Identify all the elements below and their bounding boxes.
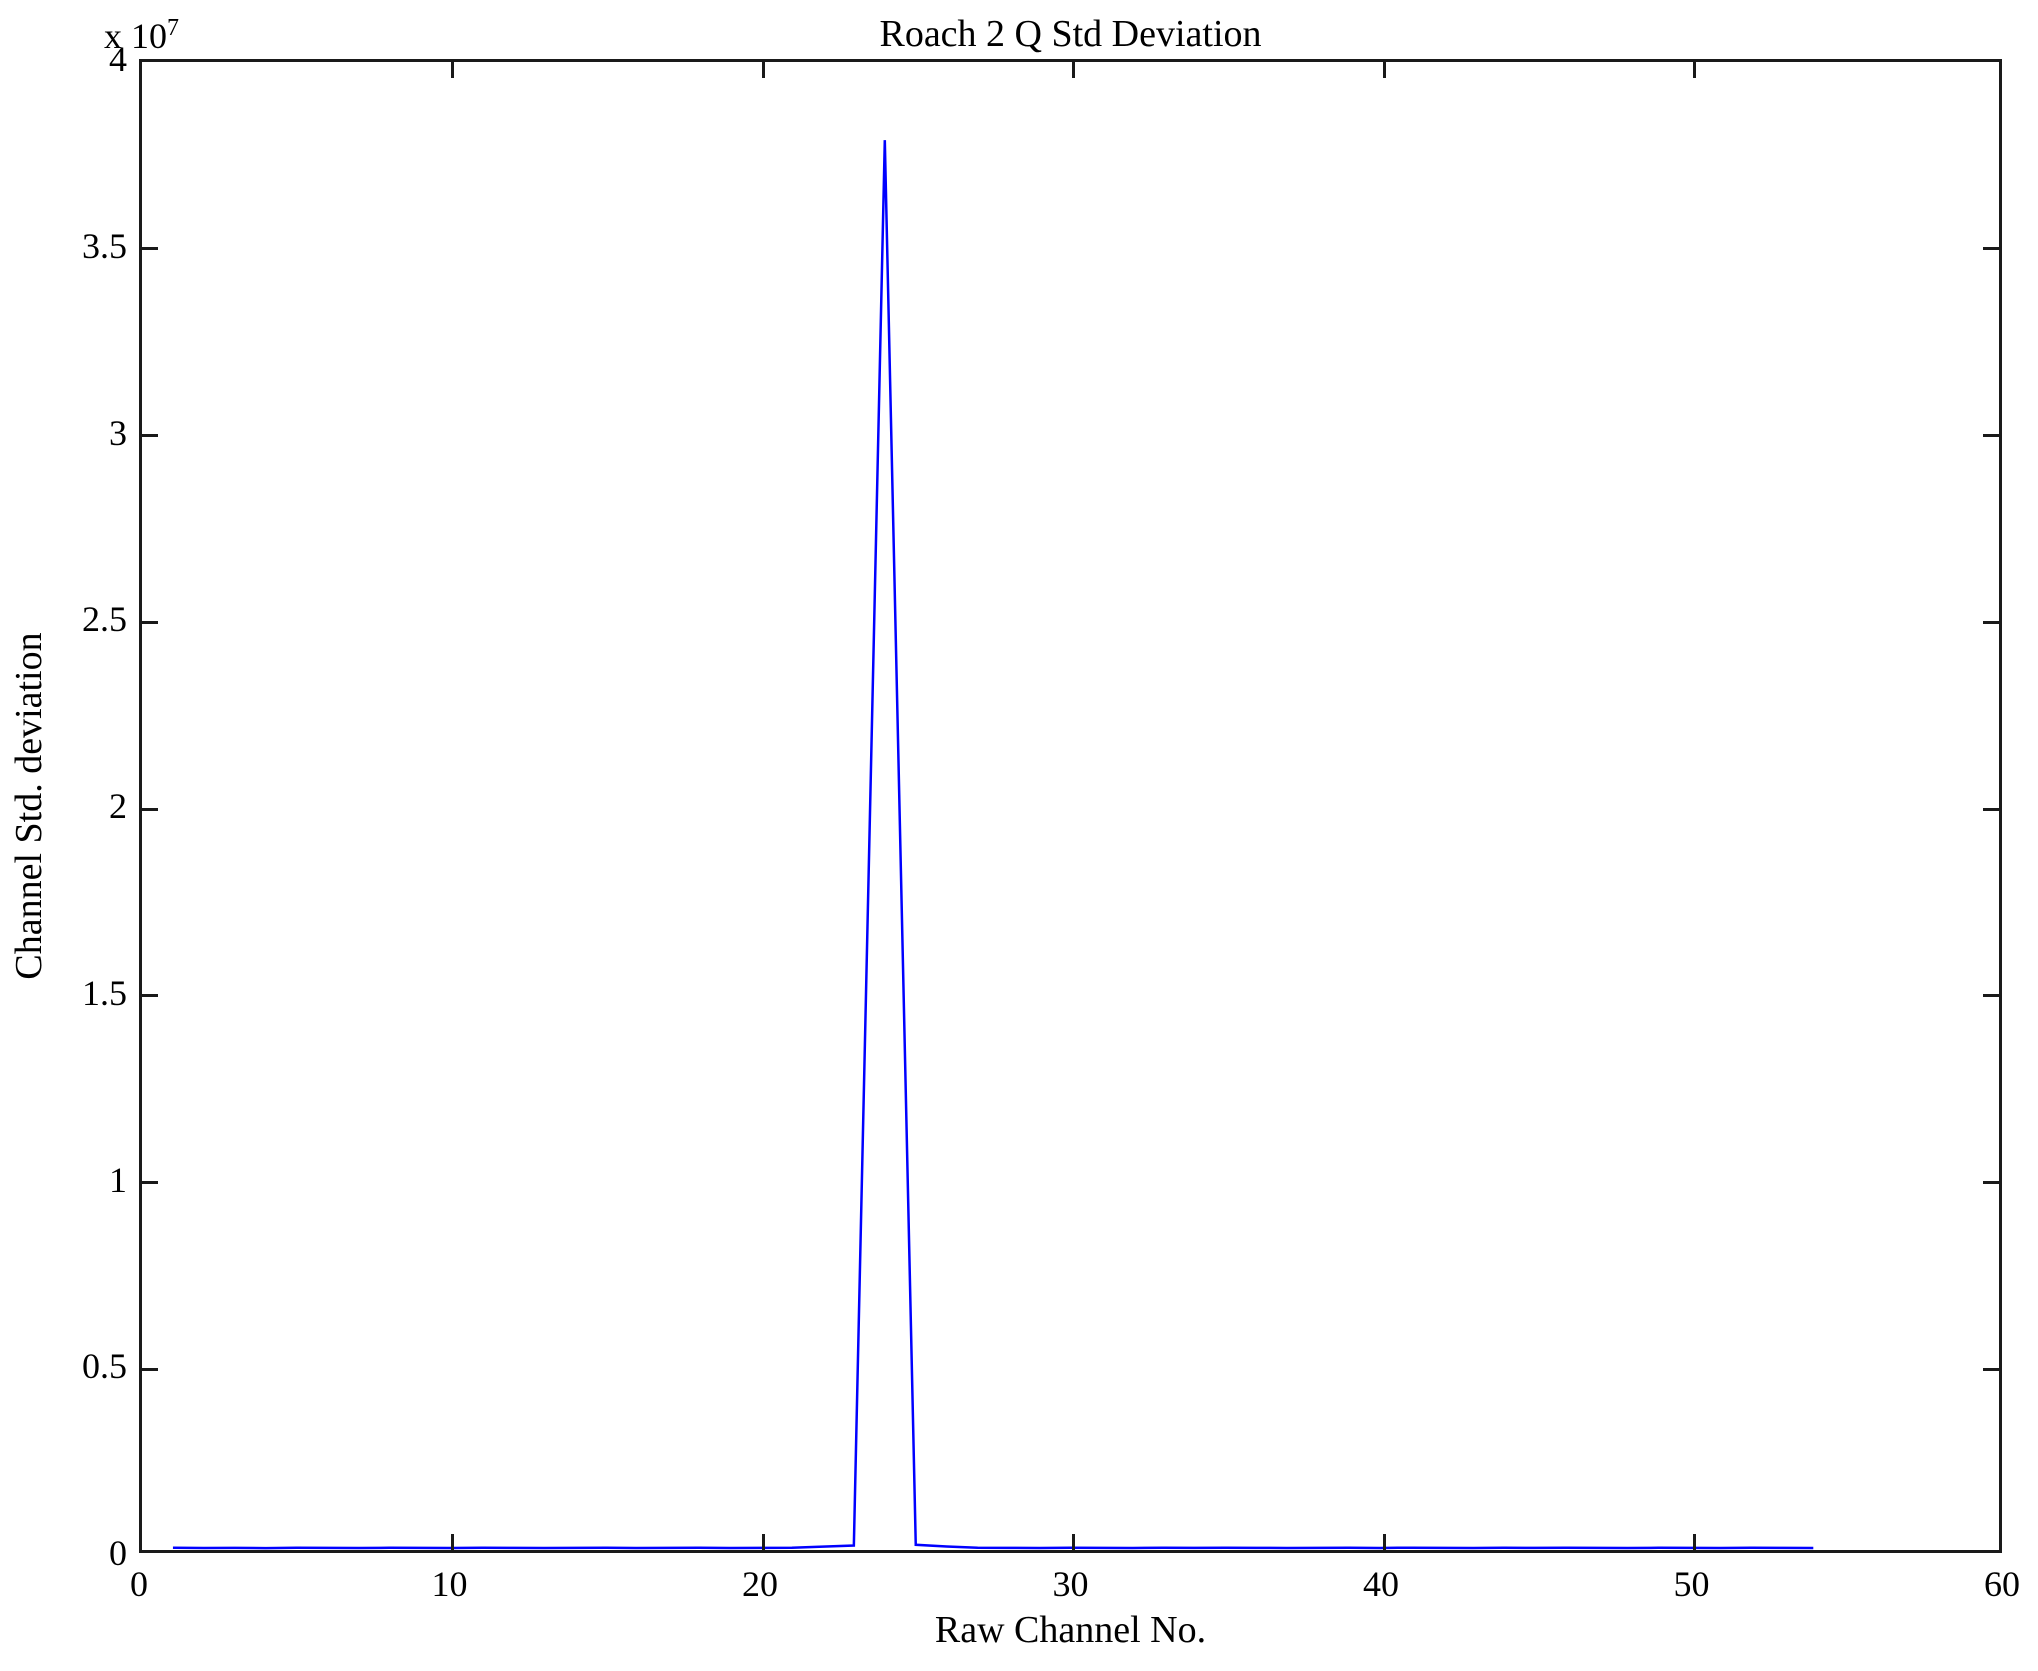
y-exponent-power: 7 <box>167 15 179 41</box>
x-axis-tick <box>451 62 454 78</box>
y-axis-tick <box>142 1367 158 1371</box>
y-axis-tick <box>1983 807 1999 811</box>
y-axis-tick <box>1983 1181 1999 1184</box>
y-tick-label: 1 <box>109 1159 127 1200</box>
y-tick-label: 0.5 <box>82 1346 127 1387</box>
y-axis-tick <box>142 620 158 624</box>
x-tick-label: 30 <box>1052 1564 1089 1604</box>
y-axis-label: Channel Std. deviation <box>8 632 50 980</box>
y-axis-tick <box>142 434 158 437</box>
y-tick-label: 2 <box>109 786 127 826</box>
x-tick-label: 60 <box>1984 1564 2020 1604</box>
x-axis-tick <box>761 1534 765 1550</box>
x-axis-tick <box>761 62 765 78</box>
y-tick-label: 4 <box>109 39 127 79</box>
x-axis-tick <box>1693 62 1696 78</box>
y-tick-label: 2.5 <box>82 599 127 640</box>
x-axis-tick <box>1382 1534 1386 1550</box>
x-tick-label: 20 <box>742 1564 778 1604</box>
x-tick-label: 10 <box>431 1564 468 1604</box>
x-axis-tick <box>451 1534 454 1550</box>
y-axis-tick <box>142 807 158 811</box>
data-line-series <box>142 62 1999 1550</box>
x-tick-label: 0 <box>130 1564 148 1604</box>
plot-area <box>139 59 2002 1553</box>
y-tick-label: 0 <box>109 1533 127 1573</box>
chart-title: Roach 2 Q Std Deviation <box>879 13 1262 55</box>
y-axis-tick <box>1983 247 1999 251</box>
y-axis-tick <box>1983 620 1999 624</box>
x-axis-tick <box>1382 62 1386 78</box>
y-axis-tick <box>1983 434 1999 437</box>
y-tick-label: 1.5 <box>82 972 127 1013</box>
y-axis-tick <box>142 994 158 998</box>
y-tick-label: 3 <box>109 412 127 453</box>
x-axis-tick <box>1072 62 1075 78</box>
y-axis-tick <box>142 247 158 251</box>
y-exponent-mantissa: x 10 <box>104 16 167 56</box>
series-line <box>173 140 1813 1548</box>
y-tick-label: 3.5 <box>82 225 127 266</box>
x-tick-label: 50 <box>1673 1564 1710 1604</box>
x-axis-tick <box>1072 1534 1075 1550</box>
x-tick-label: 40 <box>1363 1564 1399 1604</box>
x-axis-tick <box>1693 1534 1696 1550</box>
y-axis-exponent-label: x 107 <box>104 16 179 56</box>
y-axis-tick <box>1983 1367 1999 1371</box>
y-axis-tick <box>142 1181 158 1184</box>
x-axis-label: Raw Channel No. <box>934 1609 1207 1651</box>
y-axis-tick <box>1983 994 1999 998</box>
